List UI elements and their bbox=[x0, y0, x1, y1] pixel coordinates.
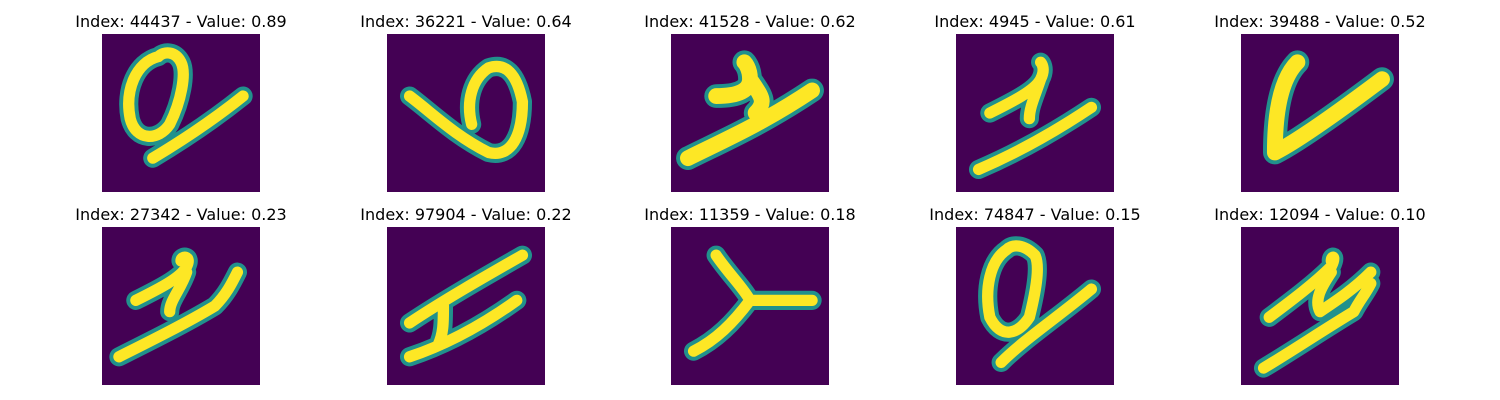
panel-title: Index: 12094 - Value: 0.10 bbox=[1190, 205, 1450, 225]
digit-image bbox=[671, 227, 829, 385]
glyph-y-curve bbox=[671, 227, 829, 385]
glyph-v-open bbox=[1241, 34, 1399, 192]
digit-image bbox=[956, 34, 1114, 192]
glyph-y-thick bbox=[671, 34, 829, 192]
panel-title: Index: 27342 - Value: 0.23 bbox=[51, 205, 311, 225]
digit-image bbox=[102, 34, 260, 192]
digit-image bbox=[1241, 227, 1399, 385]
glyph-loop-b bbox=[387, 34, 545, 192]
digit-image bbox=[956, 227, 1114, 385]
glyph-loop-cross bbox=[102, 34, 260, 192]
panel-title: Index: 97904 - Value: 0.22 bbox=[336, 205, 596, 225]
panel-title: Index: 74847 - Value: 0.15 bbox=[905, 205, 1165, 225]
glyph-z-zig bbox=[1241, 227, 1399, 385]
digit-image bbox=[387, 227, 545, 385]
panel-title: Index: 41528 - Value: 0.62 bbox=[620, 12, 880, 32]
glyph-z-slant bbox=[956, 34, 1114, 192]
panel-title: Index: 4945 - Value: 0.61 bbox=[905, 12, 1165, 32]
glyph-h-slant bbox=[387, 227, 545, 385]
panel-title: Index: 36221 - Value: 0.64 bbox=[336, 12, 596, 32]
glyph-loop-q bbox=[956, 227, 1114, 385]
digit-image bbox=[671, 34, 829, 192]
panel-title: Index: 39488 - Value: 0.52 bbox=[1190, 12, 1450, 32]
digit-image bbox=[1241, 34, 1399, 192]
glyph-z-curl bbox=[102, 227, 260, 385]
panel-title: Index: 44437 - Value: 0.89 bbox=[51, 12, 311, 32]
digit-image bbox=[387, 34, 545, 192]
digit-image bbox=[102, 227, 260, 385]
panel-title: Index: 11359 - Value: 0.18 bbox=[620, 205, 880, 225]
